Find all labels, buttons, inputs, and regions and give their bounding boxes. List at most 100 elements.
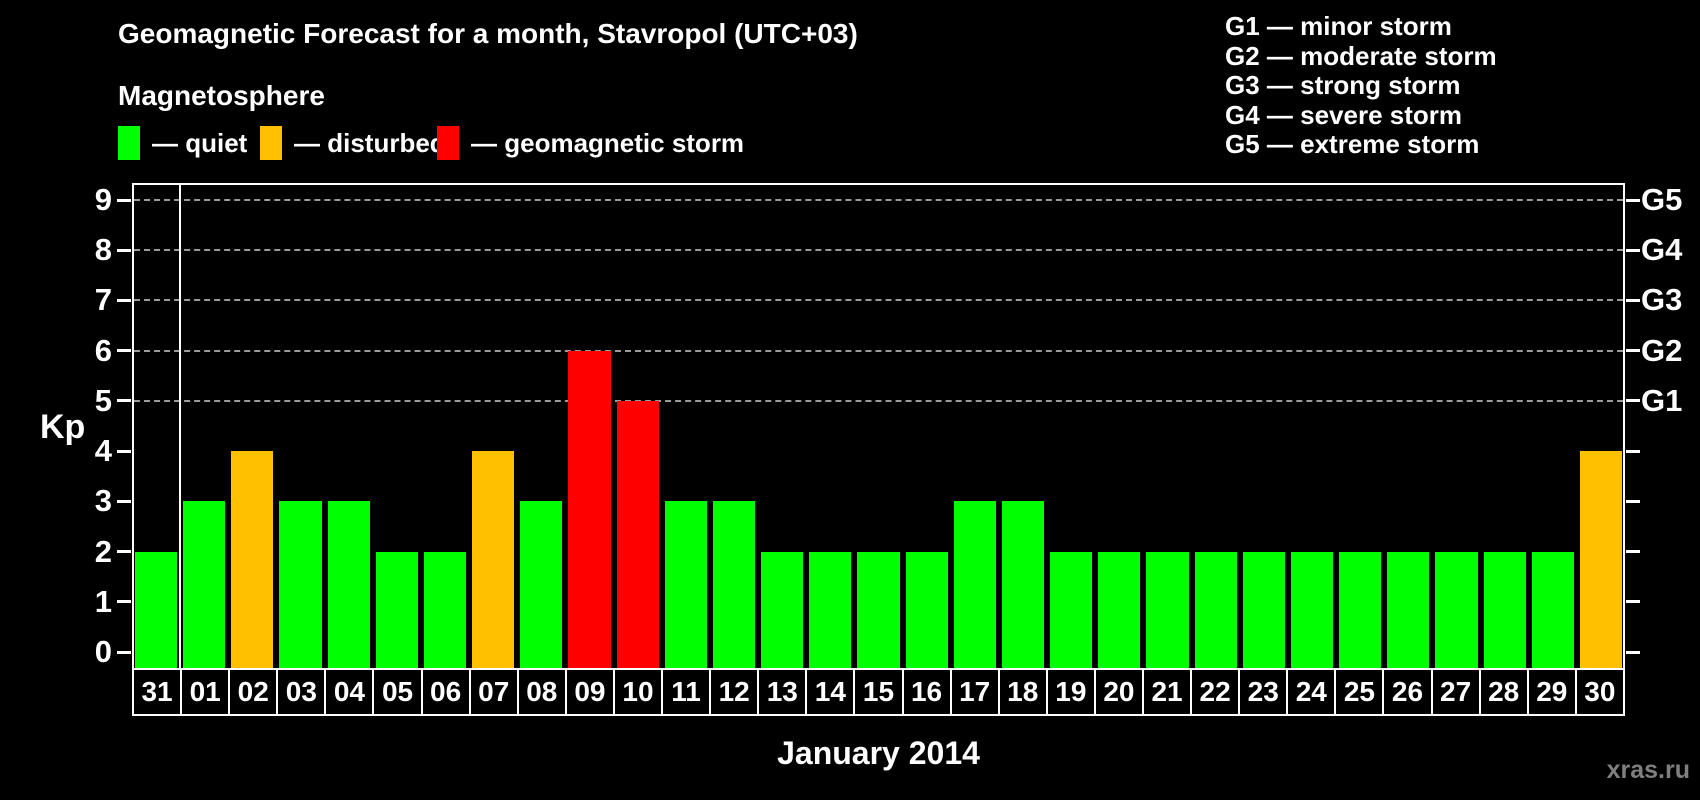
storm-scale-g5: G5 — extreme storm [1225,129,1480,159]
g-scale-label-g5: G5 [1641,182,1683,218]
y-tick-label-6: 6 [94,332,112,368]
left-tick-kp9 [117,198,131,202]
storm-scale-g3: G3 — strong storm [1225,70,1461,100]
storm-scale-g2: G2 — moderate storm [1225,40,1497,71]
y-tick-label-3: 3 [94,483,112,519]
kp-bar-day-24 [1290,551,1334,668]
kp-bar-day-25 [1339,551,1382,668]
kp-bar-day-19 [1050,551,1093,668]
kp-bar-day-16 [905,551,948,668]
day-label-01: 01 [180,670,228,714]
day-label-18: 18 [997,670,1046,714]
storm-scale-g4: G4 — severe storm [1225,99,1463,130]
y-tick-label-8: 8 [94,232,112,268]
day-label-29: 29 [1526,670,1575,714]
gridline-kp5 [134,399,1623,402]
kp-bar-day-31 [135,551,178,668]
right-tick-kp2 [1626,550,1640,554]
day-label-row: 31 01 02 03 04 05 06 07 08 09 10 11 12 13 14 15 16 17 18 19… [132,668,1625,716]
legend-item-quiet: — quiet [118,124,247,162]
kp-bar-day-08 [520,501,563,668]
g-scale-label-g3: G3 [1641,282,1683,318]
right-tick-kp1 [1626,600,1640,604]
y-tick-label-2: 2 [94,533,112,569]
y-tick-label-5: 5 [94,382,112,418]
left-tick-kp2 [117,550,131,554]
left-tick-kp1 [117,600,131,604]
day-label-08: 08 [516,670,565,714]
day-label-02: 02 [228,670,276,714]
day-label-07: 07 [468,670,517,714]
day-label-16: 16 [901,670,950,714]
legend-label-storm: — geomagnetic storm [471,127,745,158]
y-tick-label-7: 7 [94,282,112,318]
kp-bar-day-04 [327,501,370,668]
kp-bar-day-02 [231,451,274,668]
kp-bar-day-06 [423,551,467,668]
kp-bar-day-27 [1435,551,1478,668]
left-tick-kp0 [117,650,131,654]
right-tick-kp0 [1626,650,1640,654]
kp-bar-day-29 [1531,551,1574,668]
magnetosphere-label: Magnetosphere [118,80,325,111]
kp-bar-day-05 [375,551,418,668]
kp-bar-day-14 [809,551,852,668]
day-label-22: 22 [1190,670,1238,714]
day-label-06: 06 [420,670,469,714]
day-label-12: 12 [709,670,757,714]
left-tick-kp5 [117,399,131,403]
legend-item-storm: — geomagnetic storm [437,124,744,162]
kp-bar-day-18 [1001,501,1045,668]
kp-bar-day-22 [1194,551,1237,668]
legend-label-disturbed: — disturbed [294,127,446,158]
day-label-23: 23 [1238,670,1286,714]
left-tick-kp7 [117,298,131,302]
right-tick-kp7 [1626,298,1640,302]
quiet-color-swatch [118,126,140,160]
day-label-05: 05 [372,670,420,714]
y-tick-label-9: 9 [94,182,112,218]
day-label-28: 28 [1478,670,1527,714]
gridline-kp9 [134,199,1623,202]
month-separator-line [179,183,182,668]
day-label-31: 31 [141,676,173,707]
kp-bar-day-12 [712,501,756,668]
kp-bar-day-17 [953,501,996,668]
day-label-15: 15 [853,670,901,714]
day-label-26: 26 [1382,670,1430,714]
y-tick-label-0: 0 [94,634,112,669]
right-tick-kp9 [1626,198,1640,202]
kp-bar-day-03 [279,501,322,668]
day-label-24: 24 [1286,670,1334,714]
day-label-03: 03 [276,670,324,714]
kp-bar-day-28 [1483,551,1526,668]
left-tick-kp4 [117,449,131,453]
kp-bar-day-20 [1098,551,1141,668]
right-tick-kp5 [1626,399,1640,403]
gridline-kp6 [134,349,1623,352]
day-label-20: 20 [1093,670,1142,714]
day-label-14: 14 [805,670,853,714]
day-label-21: 21 [1141,670,1190,714]
day-label-30: 30 [1574,670,1623,714]
day-label-04: 04 [324,670,372,714]
right-tick-kp8 [1626,248,1640,252]
y-tick-label-4: 4 [94,433,112,469]
left-tick-kp3 [117,499,131,503]
kp-bar-day-11 [664,501,707,668]
storm-color-swatch [437,126,459,160]
left-tick-kp8 [117,248,131,252]
gridline-kp8 [134,249,1623,252]
storm-scale-g1: G1 — minor storm [1225,11,1452,41]
kp-bar-day-30 [1579,451,1622,668]
day-label-27: 27 [1430,670,1479,714]
legend-label-quiet: — quiet [152,127,248,158]
kp-bar-day-26 [1387,551,1430,668]
day-label-25: 25 [1334,670,1382,714]
y-tick-label-1: 1 [94,583,112,619]
watermark: xras.ru [1606,756,1690,784]
kp-bar-day-13 [761,551,804,668]
right-tick-kp6 [1626,349,1640,353]
day-label-17: 17 [949,670,998,714]
